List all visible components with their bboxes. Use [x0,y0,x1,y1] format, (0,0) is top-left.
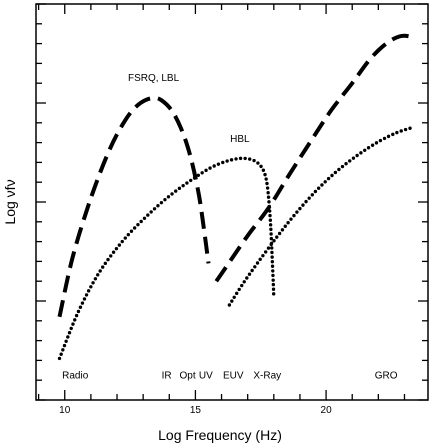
hbl-curve-segment-2 [227,125,414,307]
axis-ticks: 10 15 20 [36,3,428,416]
x-tick-label: 20 [321,405,333,416]
fsrq-lbl-curve-segment-2 [214,33,417,283]
x-tick-label: 15 [190,405,202,416]
series-group [57,33,417,361]
annotation-label: Radio [62,371,89,382]
annotation-label: IR [162,371,172,382]
annotation-label: X-Ray [253,371,281,382]
annotation-label: EUV [223,371,244,382]
annotation-label: Opt [180,371,196,382]
plot-frame [35,3,429,401]
annotation-label: UV [199,371,213,382]
x-tick-label: 10 [59,405,71,416]
fsrq-lbl-curve-segment-1 [57,95,211,318]
hbl-curve-segment-1 [57,156,276,361]
annotation-label: GRO [375,371,398,382]
x-axis-title: Log Frequency (Hz) [158,427,282,443]
annotation-label: FSRQ, LBL [128,73,180,84]
y-axis-title: Log νfν [2,179,18,224]
annotation-label: HBL [230,134,250,145]
text-labels: FSRQ, LBL HBL Radio IR Opt UV EUV X-Ray GRO [62,73,398,381]
